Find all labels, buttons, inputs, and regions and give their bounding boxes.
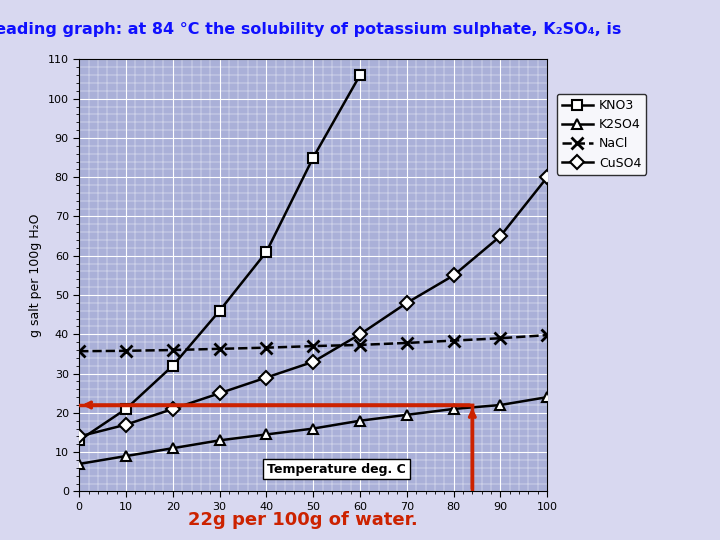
K2SO4 [402, 411, 411, 418]
NaCl [356, 342, 364, 348]
Text: Temperature deg. C: Temperature deg. C [267, 463, 406, 476]
Line: CuSO4: CuSO4 [74, 172, 552, 441]
NaCl [75, 348, 84, 354]
K2SO4 [496, 402, 505, 408]
CuSO4 [309, 359, 318, 365]
Text: 22g per 100g of water.: 22g per 100g of water. [187, 511, 418, 529]
CuSO4 [449, 272, 458, 279]
Legend: KNO3, K2SO4, NaCl, CuSO4: KNO3, K2SO4, NaCl, CuSO4 [557, 94, 647, 175]
CuSO4 [496, 233, 505, 239]
Line: KNO3: KNO3 [74, 70, 365, 445]
NaCl [496, 335, 505, 341]
K2SO4 [356, 417, 364, 424]
KNO3 [75, 437, 84, 443]
CuSO4 [122, 421, 130, 428]
NaCl [168, 347, 177, 353]
K2SO4 [309, 426, 318, 432]
Line: NaCl: NaCl [73, 329, 553, 357]
CuSO4 [215, 390, 224, 396]
NaCl [543, 332, 552, 339]
KNO3 [122, 406, 130, 412]
CuSO4 [75, 433, 84, 440]
KNO3 [309, 154, 318, 161]
CuSO4 [168, 406, 177, 412]
Y-axis label: g salt per 100g H₂O: g salt per 100g H₂O [30, 214, 42, 337]
CuSO4 [402, 300, 411, 306]
K2SO4 [168, 445, 177, 451]
K2SO4 [543, 394, 552, 400]
KNO3 [262, 248, 271, 255]
Text: Reading graph: at 84 °C the solubility of potassium sulphate, K₂SO₄, is: Reading graph: at 84 °C the solubility o… [0, 22, 621, 37]
CuSO4 [262, 374, 271, 381]
KNO3 [168, 362, 177, 369]
KNO3 [356, 72, 364, 78]
K2SO4 [122, 453, 130, 460]
K2SO4 [75, 461, 84, 467]
NaCl [449, 338, 458, 344]
Line: K2SO4: K2SO4 [74, 392, 552, 469]
NaCl [262, 345, 271, 351]
NaCl [122, 348, 130, 354]
NaCl [309, 343, 318, 349]
CuSO4 [356, 331, 364, 338]
K2SO4 [262, 431, 271, 438]
NaCl [402, 340, 411, 346]
KNO3 [215, 307, 224, 314]
NaCl [215, 346, 224, 352]
K2SO4 [215, 437, 224, 443]
CuSO4 [543, 174, 552, 180]
K2SO4 [449, 406, 458, 412]
